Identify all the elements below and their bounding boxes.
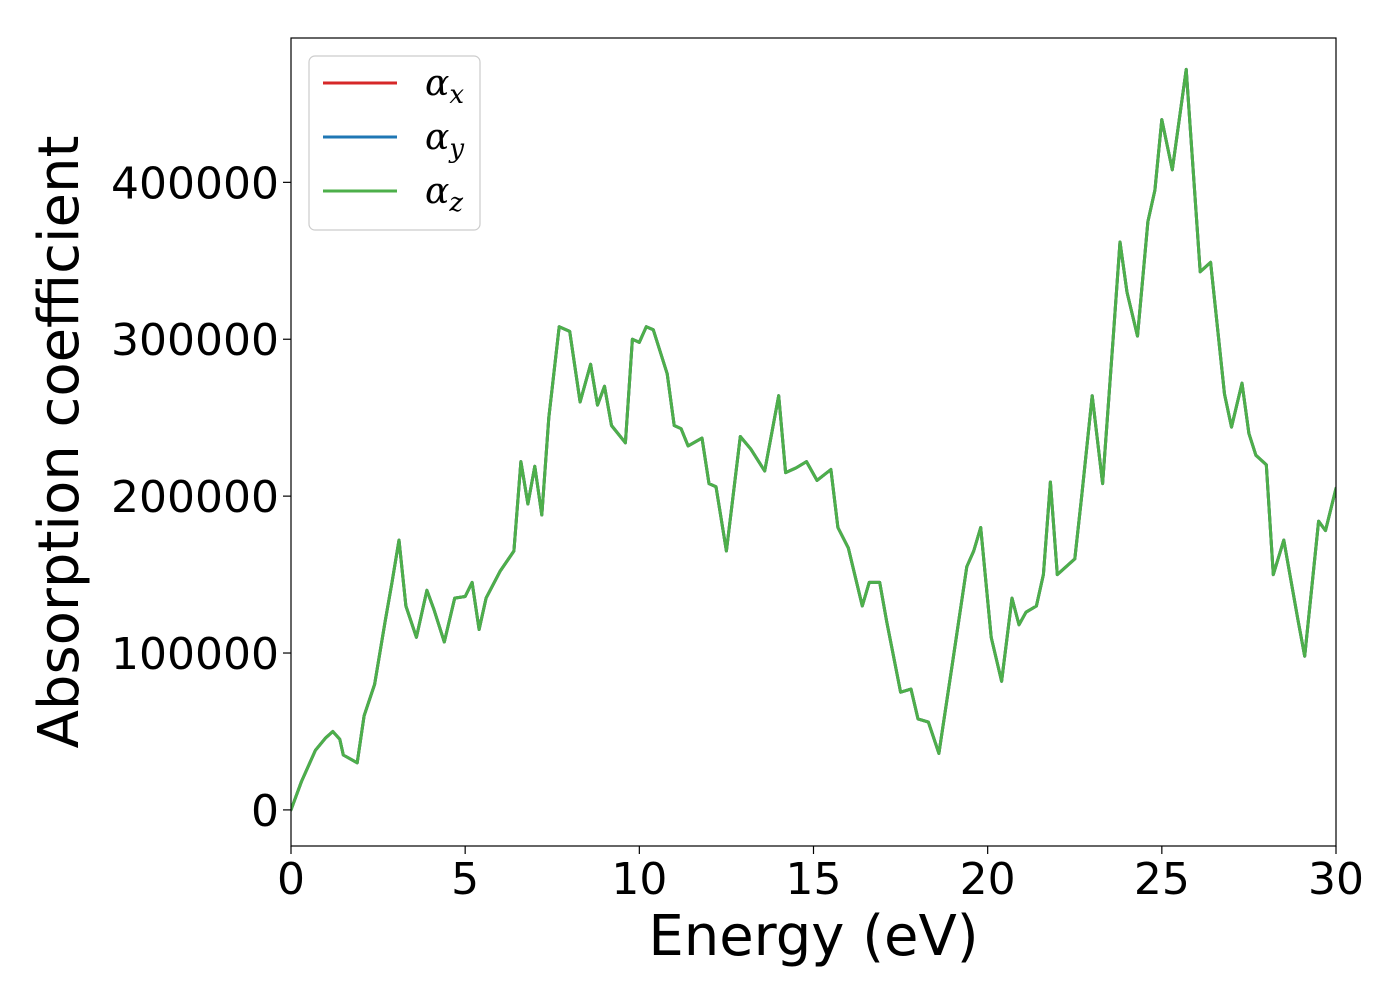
x-axis-ticks: 0 5 10 15 20 25 30 (277, 846, 1364, 905)
y-tick-label: 300000 (111, 315, 279, 366)
legend-label-y: αy (425, 117, 464, 164)
legend-box (308, 55, 481, 231)
y-axis-label: Absorption coefficient (27, 136, 92, 749)
x-tick-label: 15 (786, 854, 842, 905)
x-tick-label: 0 (277, 854, 305, 905)
x-tick-label: 30 (1308, 854, 1364, 905)
legend-label-x: αx (425, 63, 464, 110)
series-line-z (291, 67, 1336, 812)
x-tick-label: 5 (451, 854, 479, 905)
x-axis-label: Energy (eV) (648, 904, 978, 969)
legend: αx αy αz (308, 55, 481, 231)
y-tick-label: 200000 (111, 472, 279, 523)
series-layer (291, 67, 1336, 812)
x-tick-label: 25 (1134, 854, 1190, 905)
x-tick-label: 20 (960, 854, 1016, 905)
x-tick-label: 10 (611, 854, 667, 905)
y-tick-label: 0 (251, 786, 279, 837)
y-tick-label: 100000 (111, 629, 279, 680)
y-axis-ticks: 0 100000 200000 300000 400000 (111, 158, 291, 837)
legend-label-z: αz (425, 171, 463, 218)
y-tick-label: 400000 (111, 158, 279, 209)
